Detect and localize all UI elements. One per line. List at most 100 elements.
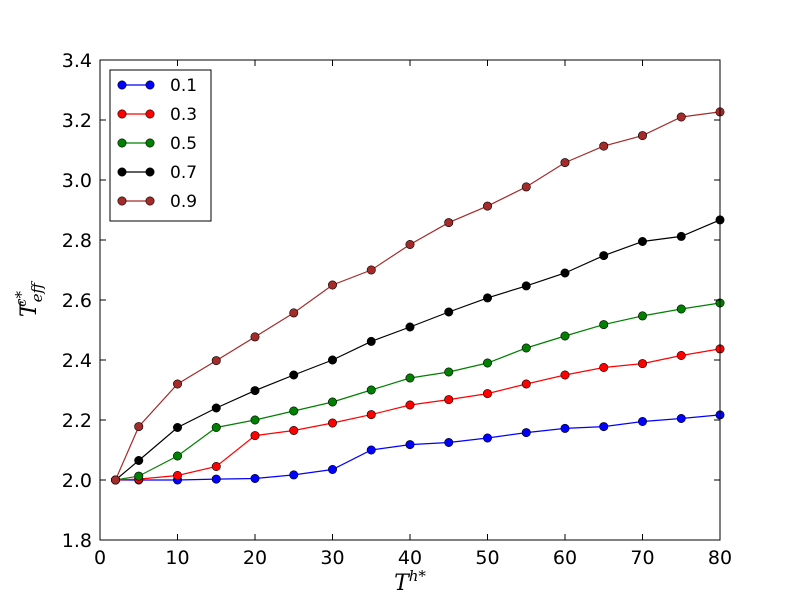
data-point	[637, 131, 647, 141]
data-point	[211, 422, 221, 432]
data-point	[366, 336, 376, 346]
data-point	[599, 422, 609, 432]
data-point	[173, 379, 183, 389]
series-0.1	[111, 410, 725, 485]
data-point	[521, 379, 531, 389]
y-tick-label: 3.4	[62, 50, 92, 72]
legend-label: 0.7	[170, 163, 197, 183]
series-layer	[111, 107, 725, 485]
y-tick-label: 2.4	[62, 350, 92, 372]
data-point	[289, 470, 299, 480]
data-point	[521, 343, 531, 353]
legend-marker	[117, 80, 127, 90]
data-point	[444, 367, 454, 377]
x-tick-label: 60	[553, 547, 577, 569]
series-line	[115, 348, 721, 481]
data-point	[676, 350, 686, 360]
data-point	[405, 440, 415, 450]
data-point	[134, 422, 144, 432]
data-point	[521, 182, 531, 192]
data-point	[637, 237, 647, 247]
data-point	[637, 359, 647, 369]
data-point	[250, 431, 260, 441]
data-point	[405, 400, 415, 410]
series-0.5	[111, 298, 725, 485]
data-point	[134, 471, 144, 481]
x-tick-label: 10	[165, 547, 189, 569]
data-point	[366, 410, 376, 420]
series-line	[115, 219, 721, 481]
x-axis-label-text: Th*	[394, 567, 426, 596]
x-tick-label: 70	[630, 547, 654, 569]
data-point	[366, 265, 376, 275]
series-0.9	[111, 107, 725, 485]
x-tick-label: 20	[243, 547, 267, 569]
data-point	[444, 437, 454, 447]
data-point	[289, 370, 299, 380]
data-point	[444, 395, 454, 405]
data-point	[250, 473, 260, 483]
legend-label: 0.1	[170, 76, 197, 96]
data-point	[250, 386, 260, 396]
data-point	[482, 358, 492, 368]
y-tick-label: 3.2	[62, 110, 92, 132]
legend-label: 0.3	[170, 105, 197, 125]
data-point	[405, 322, 415, 332]
y-tick-label: 2.2	[62, 410, 92, 432]
data-point	[289, 425, 299, 435]
data-point	[599, 320, 609, 330]
data-point	[366, 385, 376, 395]
data-point	[211, 474, 221, 484]
data-point	[637, 416, 647, 426]
y-tick-label: 2.6	[62, 290, 92, 312]
data-point	[560, 158, 570, 168]
ticks-layer: 0 10 20 30 40 50 60 70 80 1.8 2.0 2.2 2.4 2.6 2.8 3.0 3.…	[62, 50, 732, 569]
data-point	[637, 311, 647, 321]
x-axis-label: Th*	[394, 567, 426, 596]
x-tick-label: 0	[94, 547, 106, 569]
data-point	[173, 470, 183, 480]
data-point	[211, 461, 221, 471]
data-point	[327, 418, 337, 428]
data-point	[560, 331, 570, 341]
legend-box	[109, 69, 212, 222]
data-point	[599, 141, 609, 151]
data-point	[327, 397, 337, 407]
series-0.7	[111, 215, 725, 485]
legend-marker	[145, 109, 155, 119]
legend-marker	[117, 196, 127, 206]
data-point	[289, 308, 299, 318]
data-point	[405, 240, 415, 250]
x-tick-label: 40	[398, 547, 422, 569]
data-point	[482, 433, 492, 443]
legend-item: 0.9	[117, 192, 197, 212]
data-point	[676, 231, 686, 241]
legend-label: 0.5	[170, 134, 197, 154]
data-point	[289, 406, 299, 416]
data-point	[560, 370, 570, 380]
data-point	[560, 423, 570, 433]
data-point	[599, 251, 609, 261]
data-point	[111, 475, 121, 485]
legend-marker	[145, 80, 155, 90]
legend-item: 0.1	[117, 76, 197, 96]
y-axis-label: Teffc*	[12, 281, 46, 318]
data-point	[250, 415, 260, 425]
data-point	[211, 403, 221, 413]
legend-marker	[145, 138, 155, 148]
legend-item: 0.3	[117, 105, 197, 125]
data-point	[250, 332, 260, 342]
data-point	[482, 389, 492, 399]
y-tick-label: 2.8	[62, 230, 92, 252]
legend-marker	[145, 196, 155, 206]
data-point	[211, 356, 221, 366]
data-point	[560, 268, 570, 278]
x-tick-label: 80	[708, 547, 732, 569]
data-point	[521, 428, 531, 438]
legend-item: 0.7	[117, 163, 197, 183]
data-point	[444, 307, 454, 317]
data-point	[327, 464, 337, 474]
data-point	[676, 304, 686, 314]
data-point	[521, 281, 531, 291]
